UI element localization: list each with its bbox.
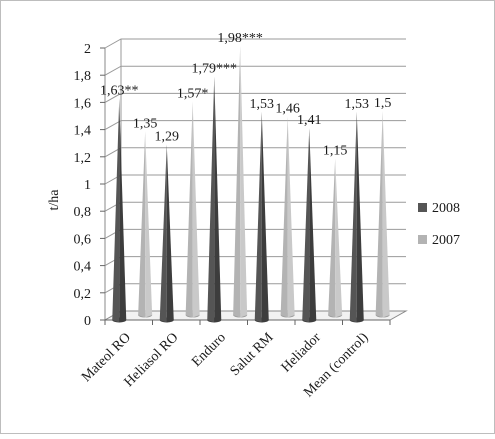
cone-shade-2008 — [261, 111, 269, 323]
y-tick-label: 0,2 — [74, 287, 92, 302]
cone-shade-2008 — [214, 76, 222, 323]
data-label-2008: 1,41 — [297, 113, 322, 128]
cone-2008 — [349, 111, 357, 323]
cone-2007 — [138, 131, 146, 318]
y-tick-label: 0 — [84, 314, 91, 329]
cone-2008 — [254, 111, 262, 323]
y-tick-label: 1,6 — [74, 96, 92, 111]
data-label-2008: 1,53 — [250, 97, 275, 112]
cone-shade-2007 — [287, 116, 295, 318]
data-label-2007: 1,46 — [275, 101, 300, 116]
cone-shade-2007 — [192, 101, 200, 318]
data-label-2008: 1,29 — [155, 130, 180, 145]
y-tick-label: 1,4 — [74, 124, 92, 139]
data-label-2008: 1,53 — [345, 97, 370, 112]
y-tick-label: 1,8 — [74, 69, 92, 84]
cone-shade-2008 — [309, 128, 317, 323]
cones — [112, 45, 390, 323]
cone-2007 — [185, 101, 193, 318]
legend: 2008 2007 — [418, 201, 460, 248]
y-tick-label: 2 — [84, 42, 91, 57]
y-tick-label: 0,6 — [74, 232, 92, 247]
cone-shade-2008 — [166, 144, 174, 323]
cone-shade-2007 — [335, 158, 343, 318]
legend-swatch-2007 — [418, 235, 427, 244]
cone-2007 — [375, 111, 383, 318]
cone-2008 — [302, 128, 310, 323]
data-label-2007: 1,35 — [133, 116, 158, 131]
data-label-2007: 1,5 — [374, 96, 392, 111]
y-tick-label: 1,2 — [74, 151, 92, 166]
cone-shade-2008 — [356, 111, 364, 323]
legend-swatch-2008 — [418, 203, 427, 212]
y-tick-label: 0,4 — [74, 260, 92, 275]
legend-label-2008: 2008 — [432, 201, 460, 216]
y-tick-label: 1 — [84, 178, 91, 193]
y-axis-title: t/ha — [47, 189, 62, 211]
cone-2008 — [112, 98, 120, 323]
data-label-2008: 1,79*** — [192, 62, 238, 77]
cone-2007 — [328, 158, 336, 318]
data-label-2007: 1,57* — [177, 87, 209, 102]
cone-shade-2008 — [119, 98, 127, 323]
cone-2008 — [159, 144, 167, 323]
legend-label-2007: 2007 — [432, 233, 460, 248]
cone-2008 — [207, 76, 215, 323]
data-label-2007: 1,15 — [323, 144, 348, 159]
data-label-2008: 1,63** — [100, 83, 139, 98]
y-tick-label: 0,8 — [74, 205, 92, 220]
cone-shade-2007 — [382, 111, 390, 318]
cone-2007 — [280, 116, 288, 318]
cone-shade-2007 — [240, 45, 248, 318]
data-label-2007: 1,98*** — [217, 31, 263, 46]
cone-shade-2007 — [145, 131, 153, 318]
y-tick-labels: 0 0,2 0,4 0,6 0,8 1 1,2 1,4 1,6 1,8 2 — [74, 42, 92, 329]
cone-2007 — [233, 45, 241, 318]
data-labels: 1,35 1,57* 1,98*** 1,46 1,15 1,5 1,63** 1,29 1,7… — [100, 31, 391, 159]
